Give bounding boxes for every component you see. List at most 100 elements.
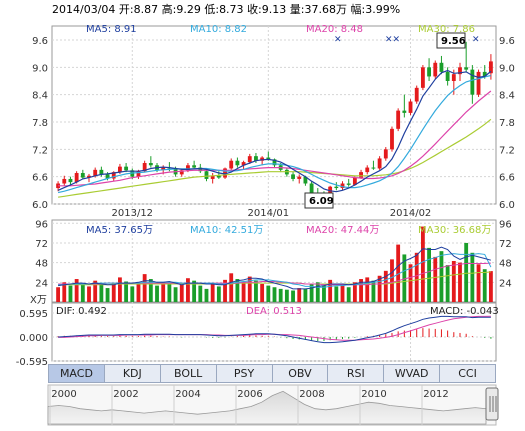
candle-body <box>161 167 166 170</box>
candle-body <box>198 167 203 172</box>
candle-body <box>223 168 227 178</box>
volume-bar <box>365 277 370 302</box>
candle-body <box>309 183 314 193</box>
price-ytick-left: 8.4 <box>32 91 48 102</box>
candle-body <box>87 175 91 178</box>
navigator-year-tick: 2002 <box>113 389 138 400</box>
candle-body <box>427 67 431 77</box>
tab-wvad[interactable]: WVAD <box>384 365 441 382</box>
volume-bar <box>136 283 141 302</box>
volume-bar <box>488 271 493 302</box>
price-ma30-label: MA30: 7.86 <box>418 24 475 35</box>
candle-body <box>451 74 456 81</box>
volume-bar <box>161 282 166 302</box>
price-xtick: 2014/01 <box>248 208 290 219</box>
candle-body <box>136 171 141 177</box>
candle-body <box>470 69 475 95</box>
candle-body <box>390 128 394 150</box>
volume-bar <box>371 280 376 302</box>
candle-body <box>80 173 85 178</box>
volume-bar <box>346 287 351 302</box>
volume-bar <box>118 277 122 302</box>
ohlc-header: 2014/03/04 开:8.87 高:9.29 低:8.73 收:9.13 量… <box>52 1 400 17</box>
volume-bar <box>377 275 382 302</box>
navigator-handle[interactable] <box>485 387 499 421</box>
macd-ytick-left: 0.000 <box>19 333 48 344</box>
candle-body <box>186 165 190 171</box>
event-marker-icon[interactable]: ✕ <box>472 35 480 45</box>
volume-bar <box>458 262 462 302</box>
volume-ytick-left: 24 <box>35 278 48 289</box>
volume-bar <box>260 283 265 302</box>
volume-bar <box>427 247 431 302</box>
volume-bar <box>390 259 394 302</box>
volume-bar <box>186 278 190 302</box>
volume-bar <box>241 282 246 302</box>
volume-bar <box>291 290 295 302</box>
candle-body <box>297 176 302 179</box>
candle-body <box>396 110 401 129</box>
candle-body <box>254 156 258 161</box>
volume-bar <box>247 276 252 302</box>
candle-body <box>229 160 234 169</box>
volume-bar <box>235 279 240 302</box>
candle-body <box>266 157 271 160</box>
tab-psy[interactable]: PSY <box>217 365 273 382</box>
volume-bar <box>383 270 388 302</box>
candle-body <box>365 167 370 173</box>
candle-body <box>371 167 376 169</box>
candle-body <box>68 178 73 183</box>
tab-boll[interactable]: BOLL <box>161 365 217 382</box>
volume-bar <box>167 283 172 302</box>
volume-ytick-left: 96 <box>35 219 48 230</box>
candle-body <box>439 62 444 72</box>
volume-ma10-label: MA10: 42.51万 <box>190 225 263 236</box>
volume-bar <box>155 285 159 302</box>
tab-kdj[interactable]: KDJ <box>105 365 161 382</box>
candle-body <box>482 71 487 77</box>
candle-body <box>445 71 450 81</box>
candle-body <box>247 156 252 163</box>
candle-body <box>272 159 277 166</box>
volume-bar <box>192 280 197 302</box>
header-high-label: 高: <box>161 3 177 16</box>
price-xtick: 2014/02 <box>390 208 432 219</box>
volume-bar <box>476 264 481 302</box>
volume-bar <box>56 287 61 302</box>
event-marker-icon[interactable]: ✕ <box>334 35 342 45</box>
tab-macd[interactable]: MACD <box>49 365 105 382</box>
volume-ma5-line <box>58 246 492 290</box>
price-ytick-right: 7.2 <box>499 145 515 156</box>
candle-body <box>179 170 184 175</box>
navigator-year-tick: 2000 <box>51 389 76 400</box>
volume-ytick-right: 72 <box>499 239 512 250</box>
price-ytick-left: 7.8 <box>32 118 48 129</box>
volume-bar <box>105 288 110 302</box>
price-ytick-left: 9.0 <box>32 63 48 74</box>
candle-body <box>377 158 382 169</box>
header-high: 9.29 <box>176 3 201 16</box>
volume-ytick-right: 96 <box>499 219 512 230</box>
volume-bar <box>445 265 450 302</box>
low-callout: 6.09 <box>304 192 334 209</box>
candle-body <box>142 163 147 172</box>
tab-obv[interactable]: OBV <box>273 365 329 382</box>
tab-cci[interactable]: CCI <box>458 367 477 380</box>
navigator-year-tick: 2006 <box>237 389 262 400</box>
event-marker-icon[interactable]: ✕✕ <box>385 35 400 45</box>
volume-bar <box>216 286 221 302</box>
candle-body <box>334 186 339 189</box>
tab-rsi[interactable]: RSI <box>328 365 385 382</box>
volume-bar <box>408 264 413 302</box>
candle-body <box>328 186 333 198</box>
volume-bar <box>87 286 91 302</box>
candle-body <box>359 172 363 178</box>
volume-bar <box>74 279 79 302</box>
volume-bar <box>223 279 227 302</box>
price-ytick-right: 6.0 <box>499 200 515 211</box>
price-ma10-label: MA10: 8.82 <box>190 24 247 35</box>
macd-ytick-left: 0.595 <box>19 309 48 320</box>
macd-dea-label: DEA: 0.513 <box>246 306 302 317</box>
volume-bar <box>420 226 425 302</box>
